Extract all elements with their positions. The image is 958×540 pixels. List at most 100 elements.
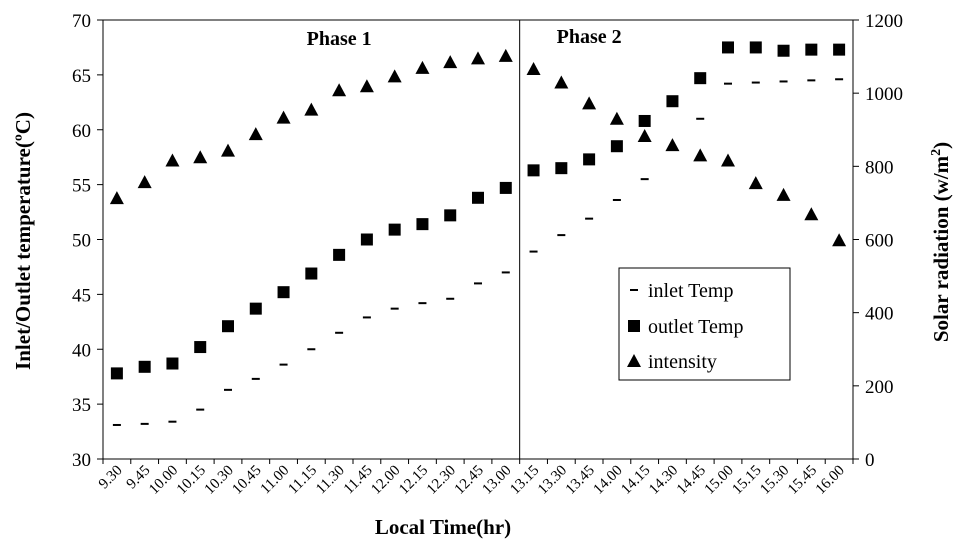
outlet-temp-point: [555, 162, 568, 175]
outlet-temp-point: [610, 140, 623, 153]
right-axis-label-close: ): [929, 142, 953, 149]
x-tick-label: 11.30: [313, 463, 348, 498]
outlet-temp-point: [499, 181, 512, 194]
intensity-point: [387, 69, 402, 83]
x-tick-label: 9.30: [96, 463, 126, 493]
x-axis-label: Local Time(hr): [375, 515, 511, 539]
inlet-temp-point: [640, 178, 649, 181]
x-tick-label: 10.00: [146, 463, 181, 498]
intensity-point: [637, 128, 652, 142]
outlet-temp-point: [638, 114, 651, 127]
left-axis-label: Inlet/Outlet temperature(ºC): [11, 112, 35, 370]
outlet-temp-point: [222, 320, 234, 333]
intensity-point: [193, 150, 208, 164]
inlet-temp-point: [585, 217, 594, 220]
inlet-temp-point: [168, 420, 177, 423]
inlet-temp-point: [112, 423, 121, 426]
x-tick-label: 15.30: [757, 463, 792, 498]
right-axis-label-superscript: 2: [929, 149, 944, 156]
legend-item-outlet-temp: outlet Temp: [628, 316, 743, 338]
intensity-point: [248, 127, 263, 141]
outlet-temp-point: [583, 153, 596, 166]
intensity-point: [526, 62, 541, 76]
inlet-temp-point: [612, 198, 621, 201]
inlet-temp-point: [140, 422, 149, 425]
intensity-point: [359, 79, 374, 93]
inlet-temp-point: [696, 117, 705, 120]
legend: inlet Temp outlet Temp intensity: [618, 267, 791, 381]
right-axis-label: Solar radiation (w/m2): [929, 142, 953, 342]
legend-marker: [628, 320, 640, 332]
left-tick-label: 65: [72, 66, 91, 87]
chart-marks: [109, 41, 847, 426]
inlet-temp-point: [557, 234, 566, 237]
inlet-temp-point: [779, 80, 788, 83]
x-tick-label: 16.00: [813, 463, 848, 498]
right-tick-label: 0: [865, 450, 875, 471]
outlet-temp-point: [138, 360, 151, 373]
intensity-point: [554, 75, 569, 89]
legend-label: inlet Temp: [648, 280, 733, 302]
left-tick-label: 60: [72, 121, 91, 142]
x-tick-label: 12.15: [396, 463, 431, 498]
outlet-temp-point: [333, 248, 346, 261]
right-tick-label: 1000: [865, 84, 903, 105]
x-tick-label: 13.00: [479, 463, 514, 498]
inlet-temp-point: [501, 271, 510, 274]
outlet-temp-point: [833, 43, 846, 56]
right-tick-label: 200: [865, 377, 894, 398]
intensity-point: [776, 187, 791, 201]
x-tick-label: 12.30: [424, 463, 459, 498]
inlet-temp-point: [529, 250, 538, 253]
inlet-temp-point: [196, 408, 205, 411]
right-tick-label: 1200: [865, 11, 903, 32]
legend-label: intensity: [648, 351, 717, 373]
outlet-temp-point: [249, 302, 262, 315]
legend-box: [618, 267, 791, 381]
x-tick-label: 14.30: [646, 463, 681, 498]
x-tick-label: 11.15: [285, 463, 320, 498]
legend-label: outlet Temp: [648, 316, 743, 338]
outlet-temp-point: [472, 191, 484, 204]
outlet-temp-point: [194, 341, 207, 354]
outlet-temp-point: [805, 43, 818, 56]
right-axis-label-main: Solar radiation (w/m: [929, 155, 953, 342]
right-tick-label: 400: [865, 304, 894, 325]
inlet-temp-point: [751, 81, 760, 84]
intensity-point: [332, 83, 347, 97]
axes: 30 35 40 45 50 55 60 65 70 0 200 400 600 800 1000 1200 9…: [72, 11, 903, 498]
inlet-temp-point: [362, 316, 371, 319]
x-tick-label: 10.45: [229, 463, 264, 498]
inlet-temp-point: [835, 78, 844, 81]
phase-annotation: Phase 1: [307, 28, 372, 50]
right-tick-label: 600: [865, 231, 894, 252]
x-tick-label: 14.15: [618, 463, 653, 498]
outlet-temp-point: [166, 357, 179, 370]
outlet-temp-point: [277, 286, 290, 299]
outlet-temp-point: [388, 223, 401, 236]
outlet-temp-point: [722, 41, 734, 54]
left-tick-label: 50: [72, 231, 91, 252]
intensity-point: [443, 55, 458, 69]
x-tick-label: 11.00: [258, 463, 293, 498]
inlet-temp-point: [251, 377, 260, 380]
intensity-point: [471, 51, 485, 65]
intensity-point: [415, 60, 430, 74]
inlet-temp-point: [724, 82, 732, 85]
inlet-temp-point: [446, 297, 455, 300]
intensity-point: [832, 233, 847, 247]
intensity-point: [304, 102, 319, 116]
x-tick-label: 12.45: [452, 463, 487, 498]
x-tick-label: 10.15: [174, 463, 209, 498]
inlet-temp-point: [279, 363, 288, 366]
outlet-temp-point: [666, 95, 679, 108]
legend-marker: [627, 354, 641, 367]
x-tick-label: 15.45: [785, 463, 820, 498]
left-tick-label: 35: [72, 395, 91, 416]
intensity-point: [582, 96, 597, 110]
outlet-temp-point: [527, 164, 540, 177]
outlet-temp-point: [694, 72, 707, 85]
intensity-point: [498, 48, 513, 62]
right-tick-label: 800: [865, 157, 894, 178]
